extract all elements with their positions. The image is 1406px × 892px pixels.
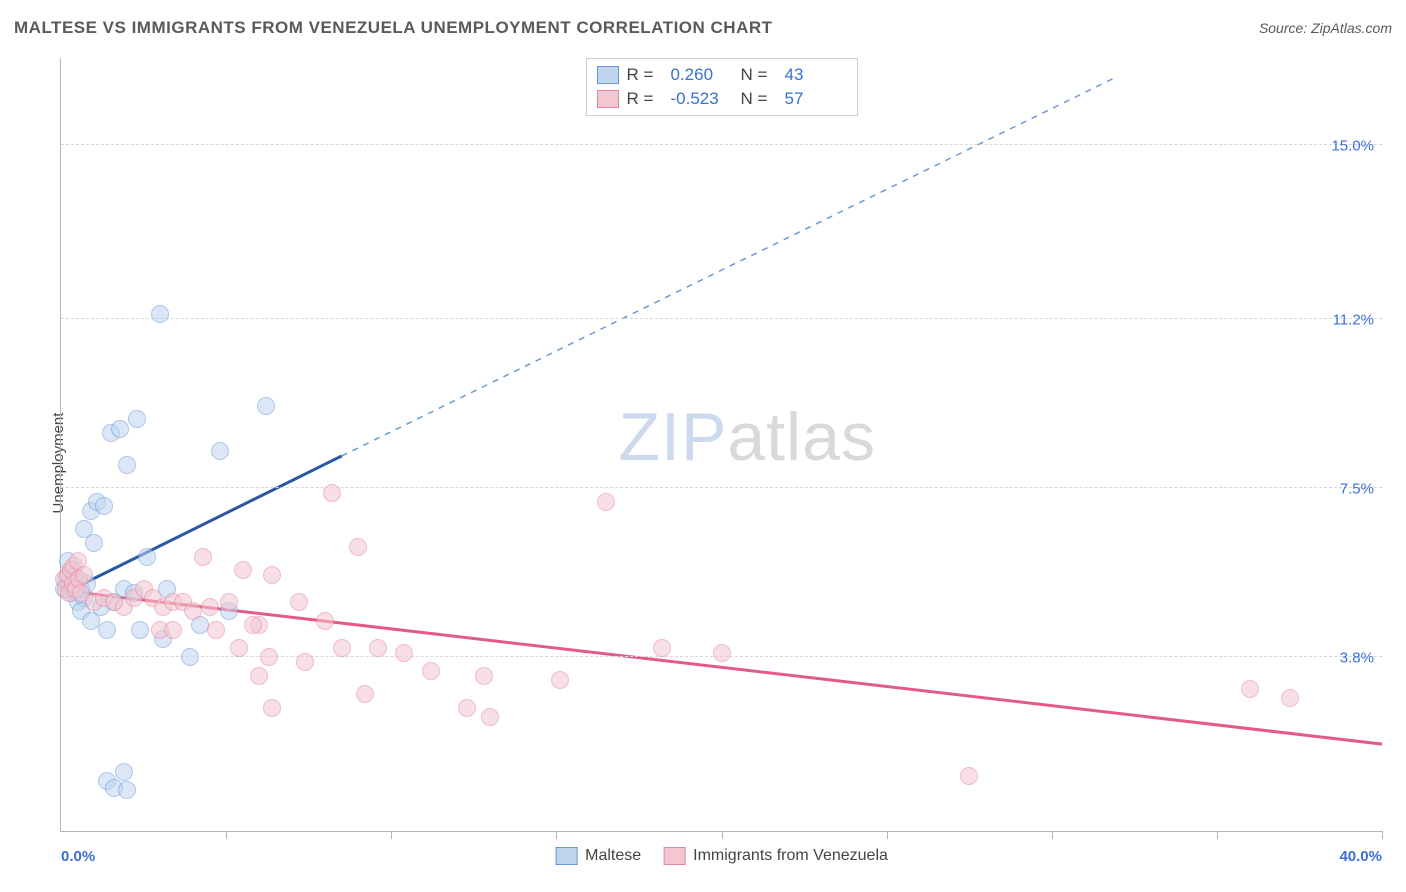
legend-label-maltese: Maltese (585, 847, 641, 865)
data-point-maltese (115, 763, 133, 781)
data-point-venezuela (234, 561, 252, 579)
data-point-venezuela (960, 767, 978, 785)
data-point-venezuela (201, 598, 219, 616)
data-point-maltese (211, 442, 229, 460)
data-point-venezuela (220, 593, 238, 611)
header: MALTESE VS IMMIGRANTS FROM VENEZUELA UNE… (14, 18, 1392, 38)
chart-title: MALTESE VS IMMIGRANTS FROM VENEZUELA UNE… (14, 18, 773, 38)
data-point-maltese (138, 548, 156, 566)
swatch-venezuela (597, 90, 619, 108)
data-point-maltese (257, 397, 275, 415)
data-point-venezuela (551, 671, 569, 689)
n-value-maltese: 43 (785, 65, 847, 85)
data-point-venezuela (263, 566, 281, 584)
chart-container: Unemployment ZIPatlas R = 0.260 N = 43 R… (14, 48, 1392, 878)
data-point-maltese (95, 497, 113, 515)
data-point-venezuela (395, 644, 413, 662)
data-point-maltese (181, 648, 199, 666)
data-point-venezuela (422, 662, 440, 680)
correlation-row-maltese: R = 0.260 N = 43 (597, 63, 847, 87)
watermark-zip: ZIP (619, 399, 728, 475)
data-point-venezuela (369, 639, 387, 657)
data-point-venezuela (349, 538, 367, 556)
data-point-venezuela (323, 484, 341, 502)
r-label: R = (627, 89, 663, 109)
data-point-maltese (151, 305, 169, 323)
swatch-maltese (555, 847, 577, 865)
data-point-venezuela (597, 493, 615, 511)
data-point-venezuela (244, 616, 262, 634)
data-point-venezuela (75, 566, 93, 584)
x-tick (722, 831, 723, 839)
data-point-venezuela (296, 653, 314, 671)
x-tick (226, 831, 227, 839)
data-point-venezuela (207, 621, 225, 639)
x-tick (391, 831, 392, 839)
x-tick (887, 831, 888, 839)
swatch-maltese (597, 66, 619, 84)
legend-item-venezuela: Immigrants from Venezuela (663, 847, 888, 865)
data-point-venezuela (316, 612, 334, 630)
swatch-venezuela (663, 847, 685, 865)
series-legend: Maltese Immigrants from Venezuela (555, 847, 888, 865)
data-point-venezuela (194, 548, 212, 566)
data-point-venezuela (164, 621, 182, 639)
watermark-atlas: atlas (727, 399, 876, 475)
r-label: R = (627, 65, 663, 85)
plot-area: ZIPatlas R = 0.260 N = 43 R = -0.523 N =… (60, 58, 1382, 832)
y-tick-label: 15.0% (1331, 137, 1374, 154)
data-point-maltese (98, 621, 116, 639)
x-tick (1217, 831, 1218, 839)
gridline (61, 487, 1382, 488)
legend-item-maltese: Maltese (555, 847, 641, 865)
n-label: N = (741, 89, 777, 109)
data-point-venezuela (250, 667, 268, 685)
trend-lines (61, 58, 1382, 831)
data-point-maltese (118, 781, 136, 799)
n-label: N = (741, 65, 777, 85)
data-point-maltese (118, 456, 136, 474)
x-axis-max-label: 40.0% (1339, 848, 1382, 865)
data-point-venezuela (475, 667, 493, 685)
data-point-venezuela (458, 699, 476, 717)
x-tick (1052, 831, 1053, 839)
data-point-venezuela (290, 593, 308, 611)
data-point-venezuela (481, 708, 499, 726)
data-point-venezuela (653, 639, 671, 657)
gridline (61, 318, 1382, 319)
correlation-row-venezuela: R = -0.523 N = 57 (597, 87, 847, 111)
gridline (61, 144, 1382, 145)
correlation-legend: R = 0.260 N = 43 R = -0.523 N = 57 (586, 58, 858, 116)
data-point-maltese (75, 520, 93, 538)
data-point-maltese (128, 410, 146, 428)
x-tick (1382, 831, 1383, 839)
data-point-venezuela (230, 639, 248, 657)
x-axis-min-label: 0.0% (61, 848, 95, 865)
r-value-venezuela: -0.523 (671, 89, 733, 109)
data-point-venezuela (1281, 689, 1299, 707)
data-point-maltese (131, 621, 149, 639)
data-point-venezuela (260, 648, 278, 666)
source-label: Source: ZipAtlas.com (1259, 20, 1392, 36)
r-value-maltese: 0.260 (671, 65, 733, 85)
data-point-venezuela (356, 685, 374, 703)
n-value-venezuela: 57 (785, 89, 847, 109)
y-tick-label: 11.2% (1333, 311, 1374, 328)
watermark: ZIPatlas (619, 398, 876, 476)
legend-label-venezuela: Immigrants from Venezuela (693, 847, 888, 865)
y-tick-label: 3.8% (1340, 650, 1374, 667)
data-point-venezuela (263, 699, 281, 717)
data-point-venezuela (333, 639, 351, 657)
data-point-venezuela (1241, 680, 1259, 698)
data-point-venezuela (713, 644, 731, 662)
data-point-venezuela (184, 602, 202, 620)
x-tick (556, 831, 557, 839)
data-point-maltese (111, 420, 129, 438)
y-tick-label: 7.5% (1340, 480, 1374, 497)
